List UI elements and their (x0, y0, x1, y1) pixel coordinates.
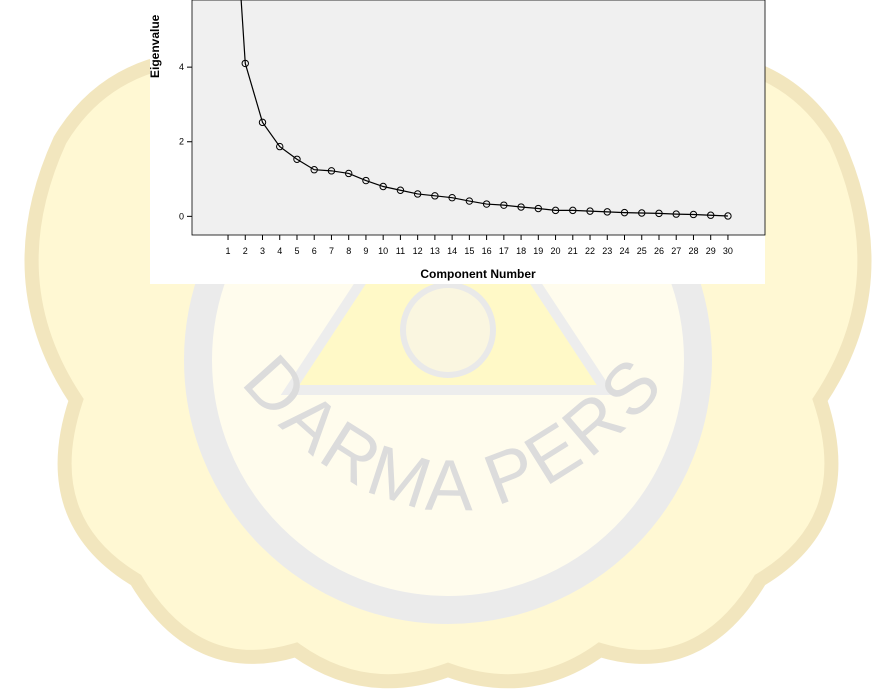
x-tick-label: 14 (447, 246, 457, 256)
x-tick-label: 10 (378, 246, 388, 256)
x-tick-label: 27 (671, 246, 681, 256)
x-tick-label: 30 (723, 246, 733, 256)
x-tick-label: 17 (499, 246, 509, 256)
x-axis-label: Component Number (420, 267, 536, 281)
y-tick-label: 2 (179, 137, 184, 147)
x-tick-label: 2 (243, 246, 248, 256)
x-tick-label: 5 (294, 246, 299, 256)
x-tick-label: 24 (620, 246, 630, 256)
x-tick-label: 11 (396, 246, 405, 256)
x-tick-label: 15 (464, 246, 474, 256)
x-tick-label: 20 (551, 246, 561, 256)
x-tick-label: 21 (568, 246, 578, 256)
x-tick-label: 8 (346, 246, 351, 256)
y-tick-label: 4 (179, 62, 184, 72)
x-tick-label: 25 (637, 246, 647, 256)
x-tick-label: 28 (688, 246, 698, 256)
x-tick-label: 12 (413, 246, 423, 256)
x-tick-label: 1 (226, 246, 231, 256)
x-tick-label: 4 (277, 246, 282, 256)
x-tick-label: 23 (602, 246, 612, 256)
x-tick-label: 13 (430, 246, 440, 256)
x-tick-label: 26 (654, 246, 664, 256)
y-tick-label: 0 (179, 211, 184, 221)
x-tick-label: 22 (585, 246, 595, 256)
x-tick-label: 29 (706, 246, 716, 256)
x-tick-label: 3 (260, 246, 265, 256)
x-tick-label: 7 (329, 246, 334, 256)
screen: DARMA PERSADA Component Number Eigenvalu… (0, 0, 896, 690)
y-axis-label: Eigenvalue (148, 14, 162, 78)
x-tick-label: 19 (533, 246, 543, 256)
x-tick-label: 6 (312, 246, 317, 256)
x-tick-label: 18 (516, 246, 526, 256)
x-tick-label: 9 (363, 246, 368, 256)
x-tick-label: 16 (482, 246, 492, 256)
plot-area (192, 0, 765, 235)
page: DARMA PERSADA Component Number Eigenvalu… (0, 0, 896, 690)
